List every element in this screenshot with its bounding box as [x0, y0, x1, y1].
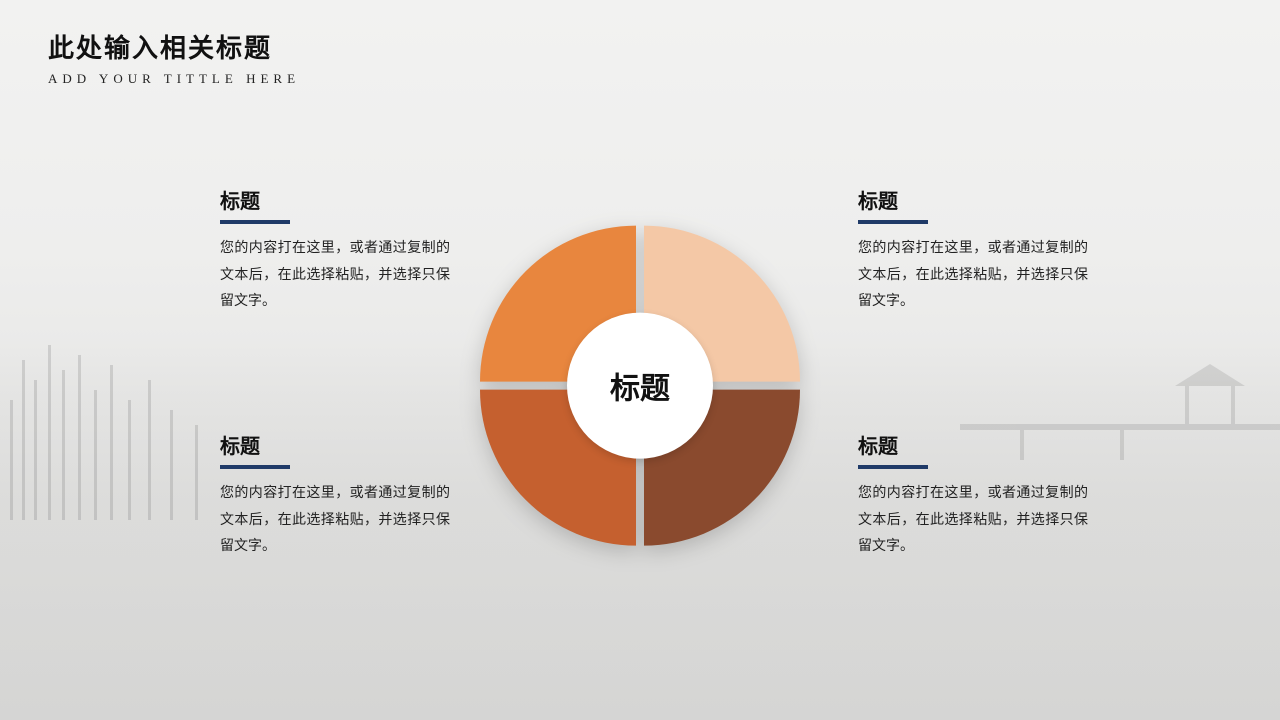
block-underline: [220, 220, 290, 224]
block-title: 标题: [858, 185, 1088, 214]
content-block-top-left: 标题 您的内容打在这里，或者通过复制的文本后，在此选择粘贴，并选择只保留文字。: [220, 185, 450, 314]
content-block-bottom-right: 标题 您的内容打在这里，或者通过复制的文本后，在此选择粘贴，并选择只保留文字。: [858, 430, 1088, 559]
donut-center-label: 标题: [610, 364, 670, 408]
donut-center: 标题: [567, 313, 713, 459]
page-title: 此处输入相关标题: [48, 28, 300, 65]
block-body: 您的内容打在这里，或者通过复制的文本后，在此选择粘贴，并选择只保留文字。: [858, 234, 1088, 314]
block-title: 标题: [220, 430, 450, 459]
block-body: 您的内容打在这里，或者通过复制的文本后，在此选择粘贴，并选择只保留文字。: [220, 234, 450, 314]
content-block-bottom-left: 标题 您的内容打在这里，或者通过复制的文本后，在此选择粘贴，并选择只保留文字。: [220, 430, 450, 559]
block-underline: [858, 465, 928, 469]
block-title: 标题: [220, 185, 450, 214]
block-title: 标题: [858, 430, 1088, 459]
page-subtitle: ADD YOUR TITTLE HERE: [48, 71, 300, 87]
block-body: 您的内容打在这里，或者通过复制的文本后，在此选择粘贴，并选择只保留文字。: [858, 479, 1088, 559]
block-underline: [220, 465, 290, 469]
block-body: 您的内容打在这里，或者通过复制的文本后，在此选择粘贴，并选择只保留文字。: [220, 479, 450, 559]
block-underline: [858, 220, 928, 224]
donut-chart: 标题: [480, 226, 800, 546]
slide-header: 此处输入相关标题 ADD YOUR TITTLE HERE: [48, 28, 300, 87]
content-block-top-right: 标题 您的内容打在这里，或者通过复制的文本后，在此选择粘贴，并选择只保留文字。: [858, 185, 1088, 314]
